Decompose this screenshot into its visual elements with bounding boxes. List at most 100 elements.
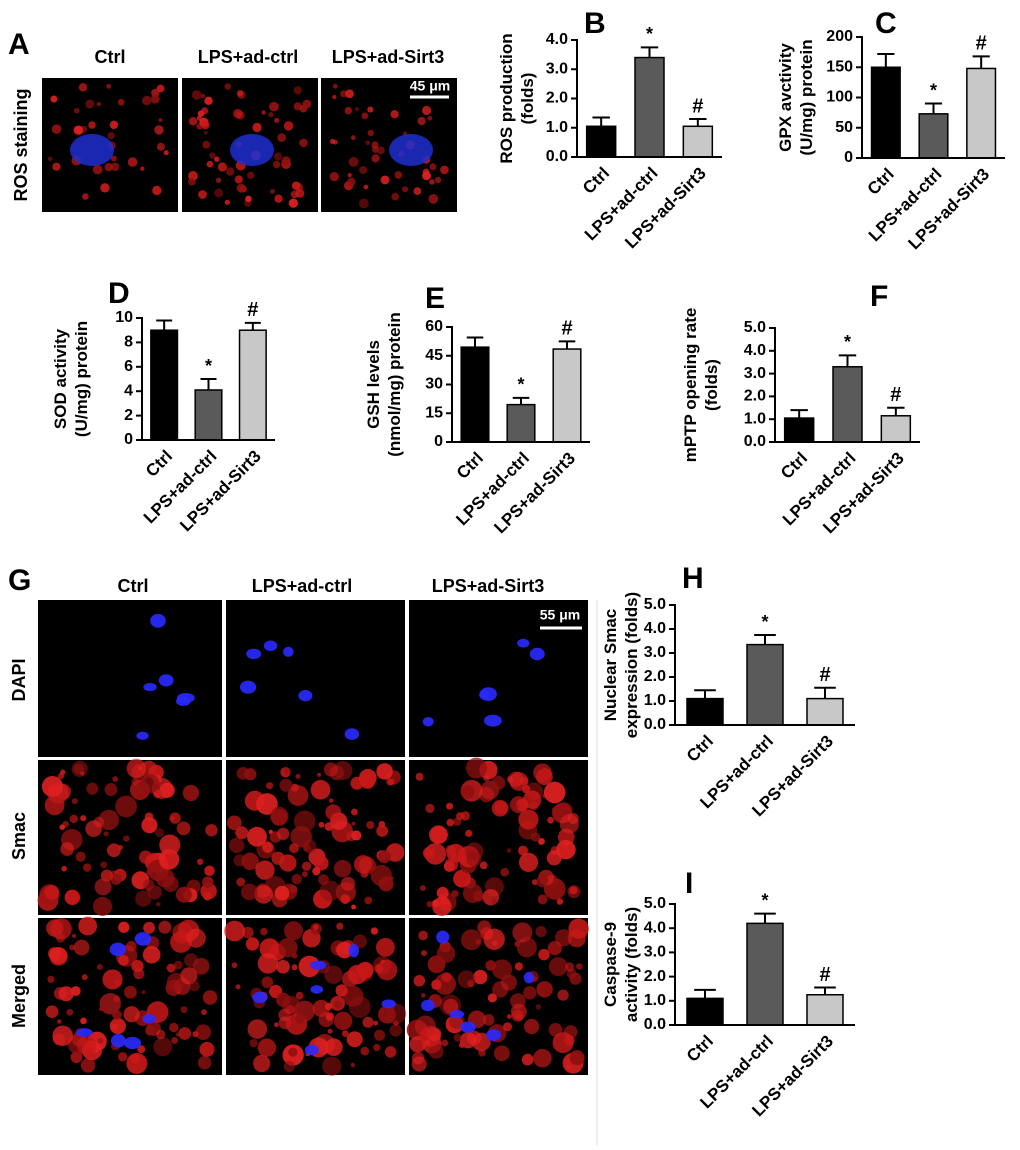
stain xyxy=(52,1025,73,1046)
stain xyxy=(51,124,62,134)
stain xyxy=(422,171,432,181)
bar xyxy=(686,997,724,1026)
stain xyxy=(156,84,165,93)
panel-letter: H xyxy=(682,562,704,595)
stain xyxy=(548,957,568,977)
stain xyxy=(188,177,196,186)
stain xyxy=(344,106,353,115)
stain xyxy=(425,803,435,813)
stain xyxy=(247,1019,268,1039)
stain xyxy=(247,171,255,180)
stain xyxy=(97,1037,104,1044)
stain xyxy=(224,83,231,90)
stain xyxy=(188,117,198,126)
row-label: Merged xyxy=(9,964,29,1028)
stain xyxy=(69,814,78,824)
y-tick-label: 0.0 xyxy=(644,1016,666,1033)
stain xyxy=(268,112,274,118)
stain xyxy=(325,804,342,821)
stain xyxy=(458,1042,465,1049)
stain xyxy=(421,993,426,998)
stain xyxy=(302,99,312,109)
nucleus xyxy=(381,999,396,1009)
nucleus xyxy=(252,991,268,1004)
stain xyxy=(451,890,459,898)
panel-letter: G xyxy=(8,564,31,597)
stain xyxy=(281,156,291,166)
nucleus xyxy=(150,613,166,628)
stain xyxy=(529,801,539,811)
stain xyxy=(440,165,449,175)
stain xyxy=(135,890,152,907)
stain xyxy=(376,146,385,155)
stain xyxy=(109,120,119,130)
stain xyxy=(85,99,95,109)
y-tick-label: 1.0 xyxy=(546,119,568,136)
stain xyxy=(178,1027,192,1040)
stain xyxy=(371,141,379,149)
stain xyxy=(88,121,96,129)
significance-marker: * xyxy=(517,375,524,395)
stain xyxy=(293,810,316,832)
stain xyxy=(205,824,218,837)
stain xyxy=(361,112,369,120)
y-tick-label: 3.0 xyxy=(644,644,666,661)
stain xyxy=(536,875,549,888)
stain xyxy=(492,981,509,998)
bar xyxy=(150,329,179,441)
significance-marker: * xyxy=(761,612,768,632)
stain xyxy=(228,837,245,854)
stain xyxy=(288,198,299,208)
panel-letter: F xyxy=(870,280,888,313)
stain xyxy=(324,1002,333,1011)
nucleus xyxy=(176,692,195,703)
panel-letter: E xyxy=(425,282,445,315)
nucleus xyxy=(486,1029,502,1041)
stain xyxy=(71,798,78,805)
stain xyxy=(303,844,311,852)
stain xyxy=(80,1058,96,1073)
stain xyxy=(249,1038,258,1048)
bar xyxy=(686,697,724,726)
stain xyxy=(423,846,436,860)
stain xyxy=(176,821,191,836)
stain xyxy=(140,774,160,794)
y-tick-label: 0.0 xyxy=(744,433,766,450)
stain xyxy=(80,771,85,776)
stain xyxy=(276,959,290,974)
stain xyxy=(429,163,437,171)
stain xyxy=(44,884,60,900)
stain xyxy=(479,787,495,803)
y-tick-label: 150 xyxy=(826,58,853,75)
stain xyxy=(141,990,146,995)
column-label: LPS+ad-Sirt3 xyxy=(332,47,445,67)
stain xyxy=(365,140,371,146)
y-tick-label: 1.0 xyxy=(644,992,666,1009)
stain xyxy=(506,775,514,783)
stain xyxy=(536,981,553,998)
stain xyxy=(252,122,262,133)
nucleus xyxy=(109,942,127,957)
nucleus xyxy=(529,647,545,661)
stain xyxy=(441,1039,449,1047)
stain xyxy=(200,93,206,99)
stain xyxy=(360,1046,370,1056)
stain xyxy=(155,901,161,907)
stain xyxy=(50,95,58,103)
stain xyxy=(112,776,119,782)
stain xyxy=(137,766,143,771)
nucleus xyxy=(436,930,450,944)
stain xyxy=(77,1036,97,1056)
stain xyxy=(335,882,356,903)
stain xyxy=(78,916,98,936)
stain xyxy=(554,929,573,947)
stain xyxy=(56,1019,62,1024)
stain xyxy=(333,1011,353,1031)
stain xyxy=(513,804,520,810)
stain xyxy=(358,198,369,209)
column-label: Ctrl xyxy=(118,576,149,596)
x-tick-label: LPS+ad-Sirt3 xyxy=(490,449,579,538)
stain xyxy=(143,921,156,934)
stain xyxy=(299,138,308,148)
stain xyxy=(422,105,432,116)
